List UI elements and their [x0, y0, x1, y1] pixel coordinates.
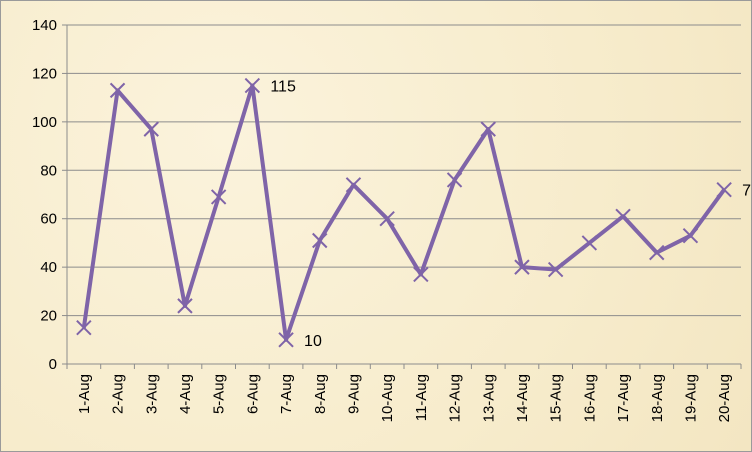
- x-tick-label: 7-Aug: [278, 374, 295, 414]
- y-tick-label: 40: [40, 259, 57, 276]
- x-tick-label: 3-Aug: [143, 374, 160, 414]
- data-labels: 115 10 72: [270, 79, 751, 350]
- series-layer: [76, 77, 732, 348]
- y-tick-label: 140: [32, 17, 57, 34]
- y-tick-label: 60: [40, 211, 57, 228]
- x-tick-labels: 1-Aug 2-Aug 3-Aug 4-Aug 5-Aug 6-Aug 7-Aug 8-Aug…: [76, 374, 733, 422]
- data-point-marker: [480, 121, 496, 137]
- data-label: 72: [742, 183, 751, 200]
- data-point-marker: [76, 319, 92, 336]
- x-tick-label: 4-Aug: [177, 374, 194, 414]
- x-tick-label: 6-Aug: [244, 374, 261, 414]
- y-tick-label: 100: [32, 114, 57, 131]
- x-tick-label: 10-Aug: [379, 374, 396, 422]
- axes: [62, 24, 742, 369]
- data-point-marker: [716, 181, 732, 198]
- data-point-marker: [547, 261, 564, 278]
- data-point-marker: [177, 298, 193, 314]
- gridlines: [67, 24, 741, 317]
- x-tick-label: 11-Aug: [413, 374, 430, 421]
- x-tick-label: 8-Aug: [312, 374, 329, 414]
- data-point-marker: [514, 259, 530, 275]
- x-tick-label: 2-Aug: [110, 374, 127, 414]
- x-tick-label: 1-Aug: [76, 374, 93, 414]
- x-tick-label: 19-Aug: [682, 374, 699, 422]
- data-point-marker: [682, 227, 699, 244]
- x-tick-label: 18-Aug: [649, 374, 666, 422]
- x-tick-label: 13-Aug: [480, 374, 497, 422]
- x-tick-label: 17-Aug: [615, 374, 632, 422]
- y-tick-label: 20: [40, 308, 57, 325]
- y-tick-labels: 0 20 40 60 80 100 120 140: [32, 17, 57, 373]
- data-point-marker: [581, 235, 598, 251]
- x-tick-label: 20-Aug: [716, 374, 733, 422]
- data-point-marker: [109, 82, 126, 99]
- data-point-marker: [379, 211, 395, 227]
- x-tick-label: 16-Aug: [581, 374, 598, 422]
- y-tick-label: 0: [49, 356, 57, 373]
- data-point-marker: [143, 121, 159, 137]
- data-point-marker: [615, 208, 631, 225]
- x-tick-label: 14-Aug: [514, 374, 531, 422]
- data-label: 10: [304, 333, 322, 350]
- data-point-marker: [446, 172, 463, 188]
- data-point-marker: [345, 177, 362, 193]
- x-tick-label: 12-Aug: [447, 374, 464, 422]
- data-point-marker: [649, 244, 665, 261]
- data-label: 115: [270, 79, 296, 96]
- x-tick-label: 5-Aug: [211, 374, 228, 414]
- y-tick-label: 80: [40, 162, 57, 179]
- y-tick-label: 120: [32, 65, 57, 82]
- data-point-marker: [278, 332, 294, 348]
- data-point-marker: [312, 232, 328, 249]
- x-tick-label: 15-Aug: [548, 374, 565, 422]
- data-point-marker: [244, 77, 261, 94]
- x-tick-label: 9-Aug: [345, 374, 362, 414]
- data-point-marker: [210, 189, 227, 205]
- data-point-marker: [413, 266, 429, 283]
